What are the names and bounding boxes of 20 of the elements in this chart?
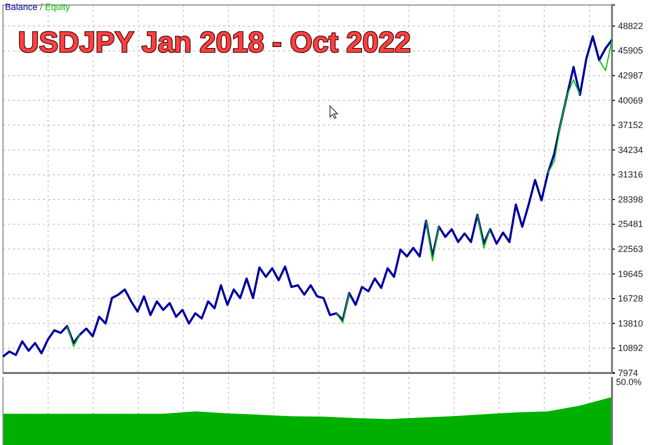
y-tick-label: 31316 — [618, 170, 644, 180]
y-tick-label: 34234 — [618, 144, 644, 155]
y-tick-label: 7974 — [618, 368, 638, 378]
y-tick-label: 13810 — [618, 318, 644, 328]
text: Balance — [5, 2, 38, 12]
y-tick-label: 42987 — [618, 70, 644, 80]
y-tick-label: 28398 — [618, 194, 644, 204]
y-tick-label: 16728 — [618, 294, 644, 304]
text: USDJPY Jan 2018 - Oct 2022 — [18, 27, 411, 59]
y-tick-label: 40069 — [618, 95, 644, 106]
annotation: / — [38, 2, 46, 12]
y-tick-label: 19645 — [618, 268, 644, 279]
y-tick-label: 37152 — [618, 120, 644, 130]
y-tick-label: 25481 — [618, 219, 644, 230]
text: Equity — [45, 2, 71, 12]
text: 50.0% — [616, 377, 642, 387]
y-tick-label: 10892 — [618, 343, 644, 354]
y-tick-label: 48822 — [618, 20, 644, 31]
y-tick-label: 22563 — [618, 244, 644, 254]
y-tick-label: 45905 — [618, 46, 644, 56]
